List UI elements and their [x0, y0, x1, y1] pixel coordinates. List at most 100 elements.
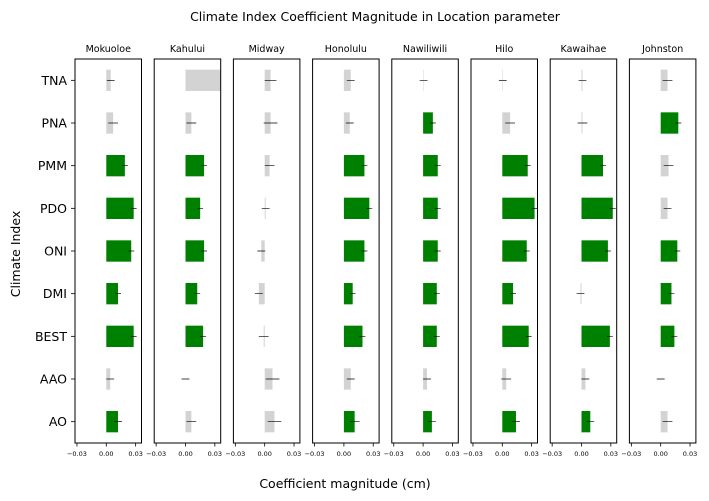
panel-title: Honolulu: [325, 44, 367, 55]
bar: [343, 283, 353, 305]
bar-group: [254, 69, 282, 433]
panel-title: Johnston: [641, 44, 683, 55]
y-tick-label: BEST: [35, 329, 67, 344]
x-tick-label: 0.03: [445, 450, 459, 458]
bar: [343, 197, 370, 219]
x-tick-label: −0.03: [384, 450, 404, 458]
bar-group: [343, 69, 373, 433]
x-tick-label: 0.03: [524, 450, 538, 458]
bar: [343, 155, 365, 177]
x-tick-label: 0.00: [574, 450, 588, 458]
bar: [660, 283, 672, 305]
bar-group: [181, 69, 221, 433]
x-tick-label: −0.03: [225, 450, 245, 458]
bar: [106, 197, 134, 219]
panel-title: Midway: [249, 44, 285, 55]
x-tick-label: −0.03: [305, 450, 325, 458]
bar: [660, 325, 675, 347]
y-tick-label: PMM: [38, 158, 67, 173]
panel-midway: Midway −0.03 0.00 0.03: [225, 44, 301, 458]
bar: [502, 411, 516, 433]
bar-group: [419, 69, 441, 433]
x-tick-label: −0.03: [621, 450, 641, 458]
x-axis-label: Coefficient magnitude (cm): [259, 476, 430, 491]
bar: [581, 155, 604, 177]
bar: [581, 325, 610, 347]
x-tick-label: −0.03: [542, 450, 562, 458]
panel-title: Hilo: [495, 44, 513, 55]
panel-title: Kahului: [170, 44, 205, 55]
x-tick-label: 0.00: [178, 450, 192, 458]
bar-group: [498, 69, 538, 433]
bar: [660, 112, 679, 134]
x-tick-label: 0.00: [257, 450, 271, 458]
y-axis-label: Climate Index: [8, 211, 23, 298]
x-tick-label: 0.03: [208, 450, 222, 458]
bar: [185, 283, 198, 305]
panel-frame: [153, 58, 222, 444]
panel-title: Mokuoloe: [86, 44, 132, 55]
x-tick-label: 0.03: [683, 450, 697, 458]
x-tick-label: −0.03: [146, 450, 166, 458]
x-tick-label: 0.03: [128, 450, 142, 458]
x-tick-label: 0.03: [287, 450, 301, 458]
bar: [581, 240, 608, 262]
panel-nawiliwili: Nawiliwili −0.03 0.00 0.03: [384, 44, 460, 458]
bar: [106, 325, 134, 347]
x-tick-label: 0.00: [99, 450, 113, 458]
bar: [581, 197, 613, 219]
panel-kawaihae: Kawaihae −0.03 0.00 0.03: [542, 44, 618, 458]
panel-frame: [74, 58, 142, 444]
bar: [502, 325, 529, 347]
bar: [343, 240, 365, 262]
y-tick-label: TNA: [40, 73, 67, 88]
bar: [343, 325, 363, 347]
bar: [106, 240, 132, 262]
y-tick-label: AO: [49, 414, 67, 429]
panel-johnston: Johnston −0.03 0.00 0.03: [621, 44, 697, 458]
bar: [185, 325, 204, 347]
bar: [106, 283, 119, 305]
bar: [185, 155, 205, 177]
bar: [502, 283, 514, 305]
bar: [423, 112, 433, 134]
x-tick-label: 0.00: [495, 450, 509, 458]
bar: [581, 411, 591, 433]
bar: [660, 240, 678, 262]
panel-frame: [628, 58, 697, 444]
x-tick-label: 0.03: [366, 450, 380, 458]
y-tick-label: AAO: [40, 372, 67, 387]
panel-title: Kawaihae: [561, 44, 607, 55]
bar: [423, 283, 437, 305]
bar: [106, 155, 125, 177]
panel-frame: [549, 58, 618, 444]
y-tick-label: DMI: [43, 286, 67, 301]
bar: [343, 411, 355, 433]
bar-group: [576, 69, 616, 433]
bar: [185, 69, 221, 91]
x-tick-label: −0.03: [463, 450, 483, 458]
x-tick-label: 0.03: [604, 450, 618, 458]
panel-mokuoloe: Mokuoloe −0.03 0.00 0.03: [67, 44, 143, 458]
y-tick-labels: TNA PNA PMM PDO ONI DMI BEST AAO AO: [35, 73, 75, 429]
y-tick-label: ONI: [44, 244, 67, 259]
bar: [502, 197, 535, 219]
figure-title: Climate Index Coefficient Magnitude in L…: [190, 9, 561, 24]
x-tick-label: −0.03: [67, 450, 87, 458]
x-tick-label: 0.00: [653, 450, 667, 458]
bar: [423, 411, 432, 433]
bar: [502, 155, 528, 177]
bar: [185, 240, 205, 262]
panel-frame: [312, 58, 380, 444]
bar: [423, 240, 438, 262]
bar: [106, 411, 119, 433]
panel-frame: [391, 58, 459, 444]
panel-honolulu: Honolulu −0.03 0.00 0.03: [305, 44, 381, 458]
panel-title: Nawiliwili: [403, 44, 447, 55]
bar-group: [106, 69, 137, 433]
x-tick-label: 0.00: [416, 450, 430, 458]
panel-hilo: Hilo −0.03 0.00 0.03: [463, 44, 539, 458]
y-tick-label: PNA: [42, 116, 68, 131]
bar: [423, 155, 438, 177]
